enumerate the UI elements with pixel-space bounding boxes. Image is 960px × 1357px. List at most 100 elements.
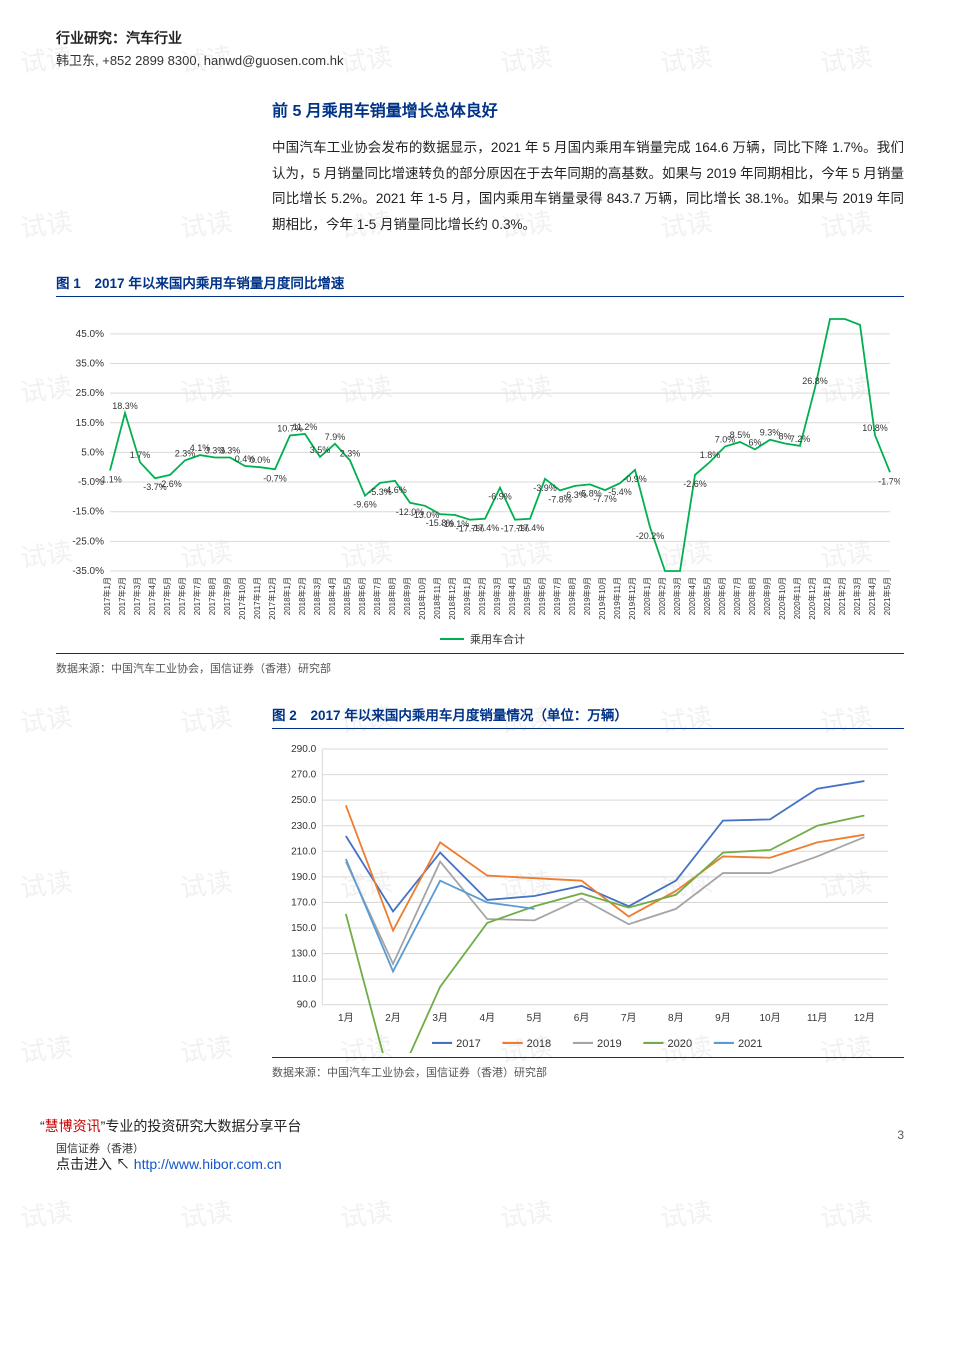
- svg-text:2017年8月: 2017年8月: [207, 577, 217, 615]
- svg-text:2018年5月: 2018年5月: [342, 577, 352, 615]
- svg-text:2020年5月: 2020年5月: [702, 577, 712, 615]
- svg-text:15.0%: 15.0%: [76, 417, 104, 428]
- svg-text:-1.7%: -1.7%: [878, 476, 900, 486]
- svg-text:-5.4%: -5.4%: [608, 487, 632, 497]
- svg-text:-15.0%: -15.0%: [72, 506, 104, 517]
- svg-text:11.2%: 11.2%: [293, 422, 318, 432]
- svg-text:25.0%: 25.0%: [76, 388, 104, 399]
- figure-2-source: 数据来源：中国汽车工业协会，国信证券（香港）研究部: [272, 1064, 904, 1080]
- svg-text:5月: 5月: [527, 1011, 543, 1023]
- svg-text:2020年10月: 2020年10月: [777, 577, 787, 620]
- svg-text:12月: 12月: [854, 1011, 875, 1023]
- svg-text:110.0: 110.0: [292, 974, 317, 985]
- figure-1-block: 图 1 2017 年以来国内乘用车销量月度同比增速 -35.0%-25.0%-1…: [56, 272, 904, 676]
- svg-text:-0.7%: -0.7%: [263, 473, 287, 483]
- svg-text:-2.6%: -2.6%: [683, 479, 707, 489]
- svg-text:2020年2月: 2020年2月: [657, 577, 667, 615]
- figure-2-title: 2017 年以来国内乘用车月度销量情况（单位：万辆）: [311, 708, 628, 723]
- svg-text:1.7%: 1.7%: [130, 450, 151, 460]
- hibor-link[interactable]: http://www.hibor.com.cn: [134, 1156, 282, 1172]
- svg-text:2020年3月: 2020年3月: [672, 577, 682, 615]
- svg-text:2017年7月: 2017年7月: [192, 577, 202, 615]
- svg-text:-17.4%: -17.4%: [471, 522, 500, 532]
- svg-text:1.8%: 1.8%: [700, 449, 721, 459]
- svg-text:2020年1月: 2020年1月: [642, 577, 652, 615]
- svg-text:2021: 2021: [738, 1038, 763, 1050]
- svg-text:270.0: 270.0: [291, 769, 317, 780]
- svg-text:2019年5月: 2019年5月: [522, 577, 532, 615]
- figure-1-source: 数据来源：中国汽车工业协会，国信证券（香港）研究部: [56, 660, 904, 676]
- svg-text:130.0: 130.0: [291, 948, 317, 959]
- svg-text:-17.4%: -17.4%: [516, 522, 545, 532]
- svg-text:2017年1月: 2017年1月: [102, 577, 112, 615]
- svg-text:2017: 2017: [456, 1038, 481, 1050]
- svg-text:2021年3月: 2021年3月: [852, 577, 862, 615]
- svg-text:2017年5月: 2017年5月: [162, 577, 172, 615]
- svg-text:-4.6%: -4.6%: [383, 484, 407, 494]
- svg-text:乘用车合计: 乘用车合计: [470, 632, 525, 646]
- svg-text:26.8%: 26.8%: [802, 375, 828, 385]
- svg-text:90.0: 90.0: [297, 999, 317, 1010]
- svg-text:10月: 10月: [759, 1011, 780, 1023]
- svg-text:2017年6月: 2017年6月: [177, 577, 187, 615]
- figure-2-block: 图 2 2017 年以来国内乘用车月度销量情况（单位：万辆） 90.0110.0…: [272, 704, 904, 1080]
- svg-text:2017年2月: 2017年2月: [117, 577, 127, 615]
- svg-text:-3.9%: -3.9%: [533, 482, 557, 492]
- svg-text:2019年7月: 2019年7月: [552, 577, 562, 615]
- svg-text:18.3%: 18.3%: [112, 401, 138, 411]
- svg-text:190.0: 190.0: [291, 871, 317, 882]
- svg-text:2020年12月: 2020年12月: [807, 577, 817, 620]
- svg-text:2018年8月: 2018年8月: [387, 577, 397, 615]
- svg-text:8月: 8月: [668, 1011, 684, 1023]
- svg-text:2019年4月: 2019年4月: [507, 577, 517, 615]
- svg-text:7.2%: 7.2%: [790, 433, 811, 443]
- svg-text:-0.9%: -0.9%: [623, 473, 647, 483]
- svg-text:6%: 6%: [748, 437, 761, 447]
- svg-text:2019年3月: 2019年3月: [492, 577, 502, 615]
- svg-text:2020年6月: 2020年6月: [717, 577, 727, 615]
- svg-text:2018年1月: 2018年1月: [282, 577, 292, 615]
- svg-text:2019年1月: 2019年1月: [462, 577, 472, 615]
- svg-text:2019年11月: 2019年11月: [612, 577, 622, 619]
- svg-text:2018: 2018: [527, 1038, 552, 1050]
- svg-text:2019年10月: 2019年10月: [597, 577, 607, 620]
- svg-text:2018年3月: 2018年3月: [312, 577, 322, 615]
- figure-1-chart: -35.0%-25.0%-15.0%-5.0%5.0%15.0%25.0%35.…: [60, 309, 900, 649]
- svg-text:11月: 11月: [807, 1011, 827, 1023]
- cursor-icon: ↖: [116, 1156, 130, 1172]
- svg-text:2020年9月: 2020年9月: [762, 577, 772, 615]
- svg-text:5.0%: 5.0%: [81, 447, 104, 458]
- svg-text:2017年4月: 2017年4月: [147, 577, 157, 615]
- svg-text:170.0: 170.0: [291, 897, 317, 908]
- svg-text:0.0%: 0.0%: [250, 455, 271, 465]
- svg-text:8.5%: 8.5%: [730, 430, 751, 440]
- svg-text:2017年10月: 2017年10月: [237, 577, 247, 620]
- svg-text:2020年11月: 2020年11月: [792, 577, 802, 619]
- svg-text:2020年7月: 2020年7月: [732, 577, 742, 615]
- header-contact: 韩卫东, +852 2899 8300, hanwd@guosen.com.hk: [56, 50, 904, 69]
- svg-text:10.8%: 10.8%: [862, 423, 888, 433]
- svg-text:6月: 6月: [574, 1011, 590, 1023]
- svg-text:2019年6月: 2019年6月: [537, 577, 547, 615]
- svg-text:7.9%: 7.9%: [325, 431, 346, 441]
- svg-text:2018年9月: 2018年9月: [402, 577, 412, 615]
- svg-text:2018年12月: 2018年12月: [447, 577, 457, 620]
- svg-text:2017年12月: 2017年12月: [267, 577, 277, 620]
- svg-text:2月: 2月: [385, 1011, 401, 1023]
- svg-text:2018年6月: 2018年6月: [357, 577, 367, 615]
- section-body: 中国汽车工业协会发布的数据显示，2021 年 5 月国内乘用车销量完成 164.…: [272, 135, 904, 238]
- svg-text:2018年7月: 2018年7月: [372, 577, 382, 615]
- svg-text:45.0%: 45.0%: [76, 328, 104, 339]
- svg-text:-25.0%: -25.0%: [72, 536, 104, 547]
- svg-text:2021年5月: 2021年5月: [882, 577, 892, 615]
- svg-text:210.0: 210.0: [291, 846, 317, 857]
- svg-text:2017年9月: 2017年9月: [222, 577, 232, 615]
- svg-text:2018年4月: 2018年4月: [327, 577, 337, 615]
- svg-text:2021年1月: 2021年1月: [822, 577, 832, 615]
- svg-text:2019年2月: 2019年2月: [477, 577, 487, 615]
- document-header: 行业研究：汽车行业 韩卫东, +852 2899 8300, hanwd@guo…: [56, 28, 904, 69]
- svg-text:230.0: 230.0: [291, 820, 317, 831]
- svg-text:2019: 2019: [597, 1038, 622, 1050]
- svg-text:2020: 2020: [668, 1038, 693, 1050]
- svg-text:2020年8月: 2020年8月: [747, 577, 757, 615]
